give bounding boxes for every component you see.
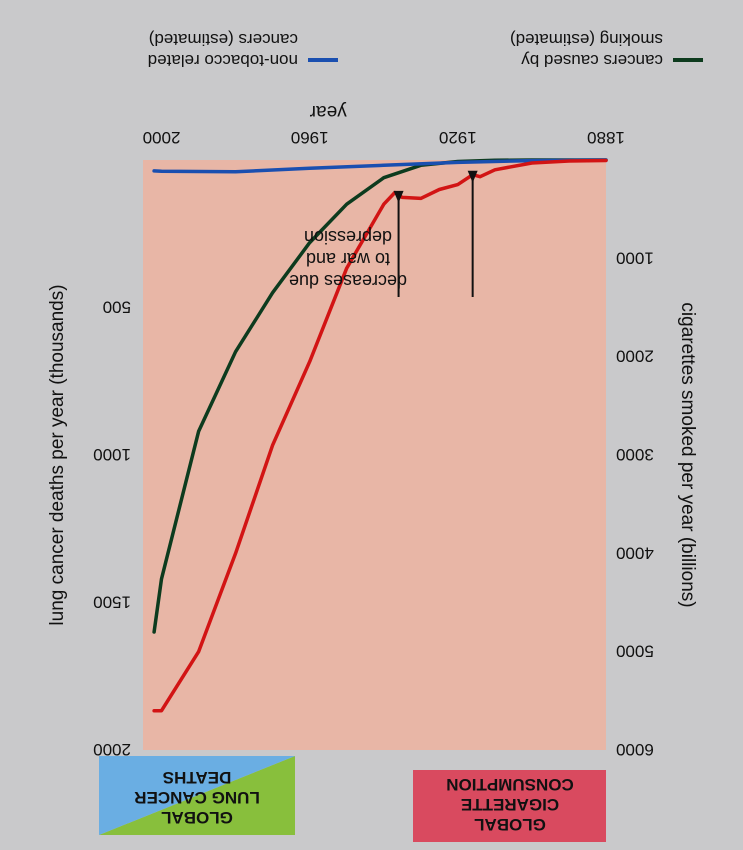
legend-smoking-line-2: smoking (estimated)	[510, 30, 663, 49]
y-right-tick-1500: 1500	[93, 593, 131, 612]
annotation-arrowhead-1	[467, 170, 478, 183]
y-right-axis-label: lung cancer deaths per year (thousands)	[47, 284, 68, 625]
x-axis-label: year	[309, 101, 347, 122]
annotation-line-2: to war and	[306, 249, 390, 269]
annotation-line-1: decreases due	[289, 271, 407, 291]
y-left-axis-label: cigarettes smoked per year (billions)	[677, 302, 698, 607]
x-tick-1960: 1960	[291, 128, 329, 147]
box-cigarette-consumption	[413, 770, 606, 842]
series-lines	[152, 158, 608, 713]
legend-non-tobacco-line-2: cancers (estimated)	[149, 30, 298, 49]
box-cig-line-3: CONSUMPTION	[446, 775, 574, 794]
y-right-tick-2000: 2000	[93, 740, 131, 759]
y-left-tick-1000: 1000	[616, 248, 654, 267]
box-lung-line-3: DEATHS	[163, 768, 232, 787]
y-left-tick-2000: 2000	[616, 347, 654, 366]
annotation-arrowhead-2	[393, 190, 404, 203]
y-left-tick-3000: 3000	[616, 445, 654, 464]
y-right-tick-500: 500	[103, 298, 131, 317]
series-line-2	[152, 158, 608, 174]
y-left-tick-6000: 6000	[616, 740, 654, 759]
legend-smoking-line-1: cancers caused by	[521, 51, 663, 70]
x-tick-2000: 2000	[143, 128, 181, 147]
box-lung-bg-b	[99, 756, 295, 835]
box-cig-line-1: GLOBAL	[474, 815, 546, 834]
y-right-tick-1000: 1000	[93, 445, 131, 464]
y-left-tick-4000: 4000	[616, 543, 654, 562]
box-lung-line-2: LUNG CANCER	[134, 788, 260, 807]
plot-area	[143, 160, 606, 750]
legend-non-tobacco-line-1: non-tobacco related	[148, 51, 298, 70]
box-cig-line-2: CIGARETTE	[461, 795, 559, 814]
x-tick-1920: 1920	[439, 128, 477, 147]
annotation-line-3: depression	[304, 227, 392, 247]
x-tick-1880: 1880	[587, 128, 625, 147]
legend: cancers caused by smoking (estimated) non-…	[148, 30, 703, 70]
y-left-tick-5000: 5000	[616, 642, 654, 661]
axes-group: 1880 1920 1960 2000 year 1000 2000 3000 4000 5000…	[47, 101, 698, 759]
series-line-3	[152, 158, 608, 713]
box-lung-line-1: GLOBAL	[161, 808, 233, 827]
